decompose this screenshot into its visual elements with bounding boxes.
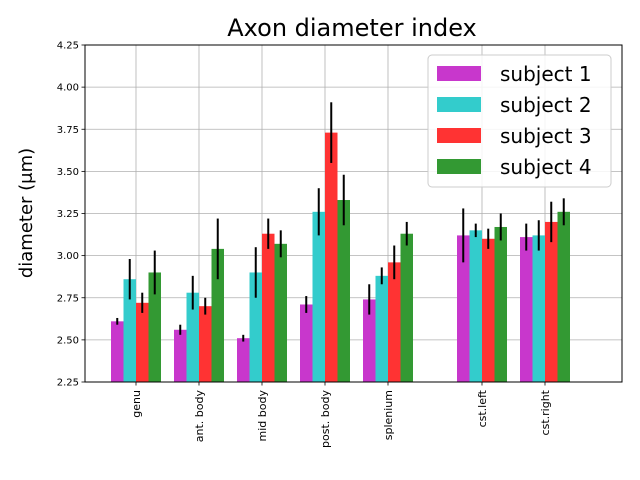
bar: [174, 329, 187, 382]
bar: [337, 200, 350, 382]
bar: [312, 211, 325, 382]
bar: [469, 230, 482, 382]
bar: [457, 235, 470, 382]
bar: [199, 306, 212, 382]
bar: [300, 304, 313, 382]
legend-swatch: [437, 128, 481, 143]
bar: [400, 233, 413, 382]
bar: [375, 275, 388, 382]
bar: [545, 221, 558, 382]
y-tick-label: 3.25: [57, 209, 79, 220]
x-tick-label: cst.left: [476, 389, 489, 427]
legend-box: [427, 54, 612, 188]
legend-swatch: [437, 66, 481, 81]
bar: [262, 233, 275, 382]
y-tick-label: 4.25: [57, 41, 79, 52]
x-tick-label: mid body: [256, 390, 269, 442]
bar: [186, 292, 199, 382]
bar: [237, 338, 250, 382]
bar: [363, 299, 376, 382]
bar: [274, 243, 287, 382]
y-tick-label: 2.50: [57, 335, 79, 346]
y-axis-label: diameter (μm): [16, 148, 37, 278]
legend-label: subject 2: [500, 93, 592, 117]
bar: [249, 272, 262, 382]
legend-label: subject 3: [500, 124, 592, 148]
x-tick-label: splenium: [382, 390, 395, 440]
bar: [111, 321, 124, 382]
legend-label: subject 1: [500, 62, 592, 86]
bar: [482, 238, 495, 382]
x-tick-label: cst.right: [539, 389, 552, 435]
bar: [136, 302, 149, 382]
y-tick-label: 2.75: [57, 293, 79, 304]
x-tick-label: post. body: [319, 390, 332, 448]
y-tick-label: 3.50: [57, 167, 79, 178]
chart-title: Axon diameter index: [227, 14, 477, 42]
bar: [532, 235, 545, 382]
y-tick-label: 4.00: [57, 83, 79, 94]
bar: [520, 237, 533, 382]
legend-swatch: [437, 159, 481, 174]
bar: [325, 132, 338, 382]
x-tick-label: genu: [130, 390, 143, 418]
x-tick-label: ant. body: [193, 390, 206, 443]
y-tick-label: 3.00: [57, 251, 79, 262]
bar: [148, 272, 161, 382]
y-tick-label: 2.25: [57, 378, 79, 389]
legend-label: subject 4: [500, 155, 592, 179]
bar: [388, 262, 401, 382]
bar: [211, 248, 224, 382]
plot-area: 2.25 2.50 2.75 3.00 3.25 3.50 3.75 4.00 4.25 genu…: [57, 41, 623, 448]
bar: [557, 211, 570, 382]
y-tick-label: 3.75: [57, 125, 79, 136]
bar: [123, 279, 136, 382]
bar: [494, 226, 507, 382]
legend-swatch: [437, 97, 481, 112]
plot-frame: [84, 44, 623, 383]
